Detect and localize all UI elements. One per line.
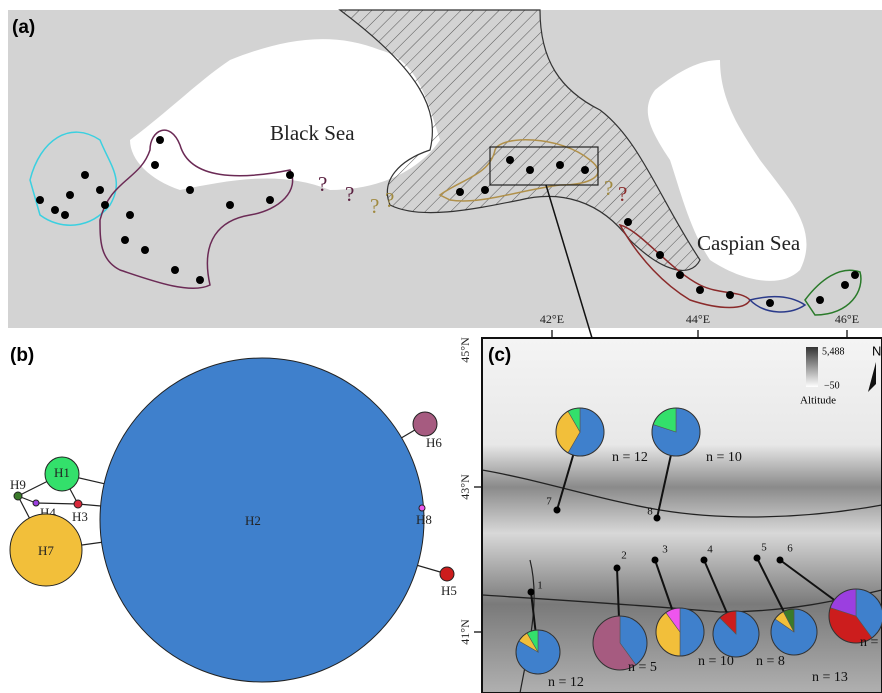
sample-size: n = 8	[756, 654, 785, 669]
haplotype-node	[100, 358, 424, 682]
site-label: 6	[787, 543, 793, 555]
site-label: 7	[546, 496, 552, 508]
altitude-title: Altitude	[800, 395, 836, 407]
sample-size: n = 12	[548, 675, 584, 690]
altitude-bar	[806, 347, 818, 387]
map-c: 42°E 44°E 46°E 45°N 43°N 41°N (c) 5,488 …	[458, 312, 882, 693]
haplotype-node	[14, 492, 22, 500]
site-point	[614, 565, 621, 572]
haplotype-node	[74, 500, 82, 508]
latitude-label: 43°N	[458, 474, 472, 500]
site-label: 3	[662, 544, 668, 556]
question-mark: ?	[604, 176, 613, 200]
site-label: 2	[621, 550, 627, 562]
site-label: 8	[647, 506, 653, 518]
network-edge	[36, 503, 78, 504]
north-label: N	[872, 343, 881, 358]
figure: (a) Black Sea Caspian Sea ? ? ? ? ? ? (b…	[0, 0, 882, 693]
question-mark: ?	[618, 182, 627, 206]
sea-label: Caspian Sea	[697, 231, 801, 255]
haplotype-label: H1	[54, 465, 70, 480]
site-label: 1	[537, 580, 543, 592]
longitude-label: 44°E	[686, 312, 710, 326]
site-label: 5	[761, 542, 767, 554]
site-point	[528, 589, 535, 596]
question-mark: ?	[318, 172, 327, 196]
sample-size: n = 13	[812, 670, 848, 685]
question-mark: ?	[370, 194, 379, 218]
haplotype-label: H7	[38, 543, 54, 558]
haplotype-node	[440, 567, 454, 581]
haplotype-label: H2	[245, 513, 261, 528]
panel-label: (c)	[488, 345, 511, 366]
altitude-min: −50	[824, 380, 840, 391]
panel-label: (b)	[10, 345, 34, 366]
haplotype-label: H5	[441, 583, 457, 598]
site-label: 4	[707, 544, 713, 556]
question-mark: ?	[385, 188, 394, 212]
sample-size: n = 10	[706, 450, 742, 465]
map-a: (a) Black Sea Caspian Sea ? ? ? ? ? ?	[8, 10, 882, 338]
sample-size: n = 5	[628, 660, 657, 675]
haplotype-node	[419, 505, 425, 511]
latitude-label: 45°N	[458, 337, 472, 363]
haplotype-label: H9	[10, 477, 26, 492]
latitude-label: 41°N	[458, 619, 472, 645]
site-point	[554, 507, 561, 514]
longitude-label: 42°E	[540, 312, 564, 326]
haplotype-node	[413, 412, 437, 436]
site-point	[754, 555, 761, 562]
haplotype-label: H3	[72, 509, 88, 524]
question-mark: ?	[345, 182, 354, 206]
haplotype-label: H6	[426, 435, 442, 450]
longitude-label: 46°E	[835, 312, 859, 326]
site-point	[777, 557, 784, 564]
site-point	[654, 515, 661, 522]
site-point	[652, 557, 659, 564]
sample-size: n = 12	[612, 450, 648, 465]
sample-size: n = 5	[860, 635, 882, 650]
site-point	[701, 557, 708, 564]
altitude-max: 5,488	[822, 346, 845, 357]
sample-size: n = 10	[698, 654, 734, 669]
haplotype-node	[33, 500, 39, 506]
panel-label: (a)	[12, 17, 35, 38]
haplotype-label: H8	[416, 512, 432, 527]
sea-label: Black Sea	[270, 121, 355, 145]
